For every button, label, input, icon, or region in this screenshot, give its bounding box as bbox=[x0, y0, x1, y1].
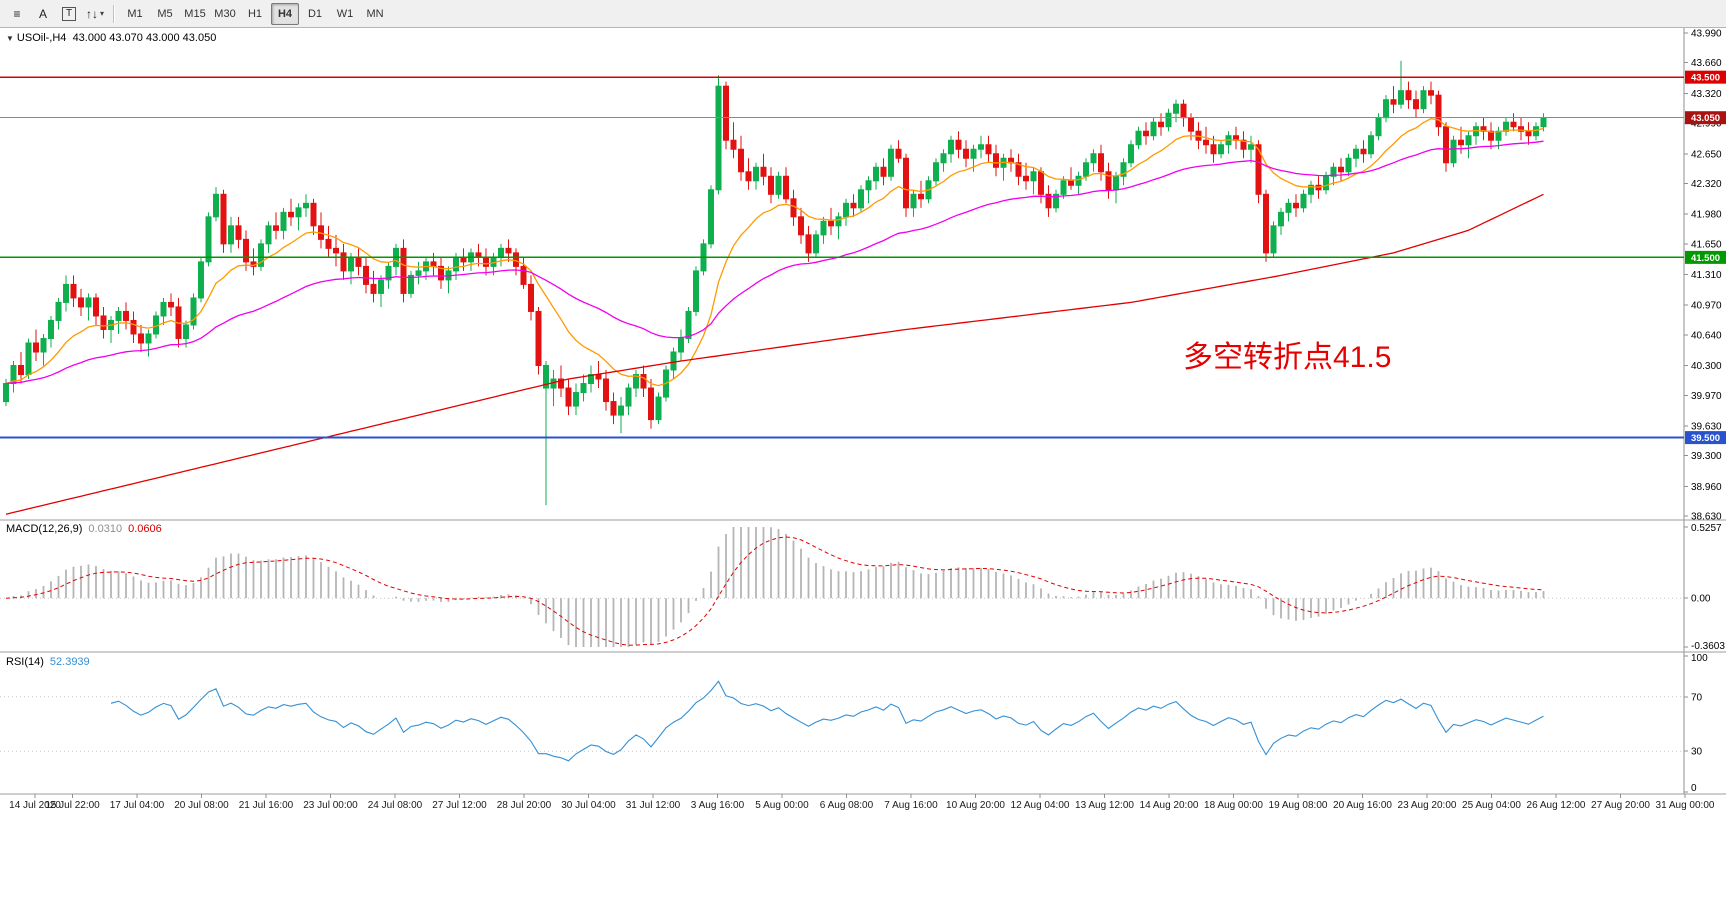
price-badge bbox=[1685, 250, 1726, 264]
svg-text:21 Jul 16:00: 21 Jul 16:00 bbox=[239, 800, 294, 811]
price-badge bbox=[1685, 111, 1726, 125]
svg-text:26 Aug 12:00: 26 Aug 12:00 bbox=[1527, 800, 1586, 811]
svg-text:13 Aug 12:00: 13 Aug 12:00 bbox=[1075, 800, 1134, 811]
svg-text:6 Aug 08:00: 6 Aug 08:00 bbox=[820, 800, 874, 811]
text-label-button[interactable]: A bbox=[31, 3, 55, 25]
chevron-down-icon: ▾ bbox=[99, 9, 104, 18]
svg-text:42.650: 42.650 bbox=[1691, 149, 1722, 160]
price-axis: 43.99043.66043.32042.99042.65042.32041.9… bbox=[1683, 28, 1722, 794]
svg-text:18 Aug 00:00: 18 Aug 00:00 bbox=[1204, 800, 1263, 811]
svg-text:30 Jul 04:00: 30 Jul 04:00 bbox=[561, 800, 616, 811]
svg-text:-0.3603: -0.3603 bbox=[1691, 641, 1725, 652]
svg-text:40.970: 40.970 bbox=[1691, 301, 1722, 312]
svg-text:70: 70 bbox=[1691, 692, 1703, 703]
timeframe-w1-button[interactable]: W1 bbox=[336, 7, 354, 20]
chart-area: 43.99043.66043.32042.99042.65042.32041.9… bbox=[0, 28, 1726, 899]
svg-text:27 Aug 20:00: 27 Aug 20:00 bbox=[1591, 800, 1650, 811]
timeframe-d1-button[interactable]: D1 bbox=[307, 7, 323, 20]
candles-layer bbox=[3, 60, 1547, 506]
svg-text:40.640: 40.640 bbox=[1691, 330, 1722, 341]
toolbar-separator bbox=[113, 4, 115, 23]
timeframe-h4-button[interactable]: H4 bbox=[271, 2, 299, 25]
svg-text:39.630: 39.630 bbox=[1691, 421, 1722, 432]
ma-fast-line bbox=[5, 118, 1544, 387]
rsi-line bbox=[110, 680, 1544, 762]
arrow-tools-button[interactable]: ↑↓ ▾ bbox=[83, 3, 107, 25]
text-box-button[interactable]: T bbox=[57, 3, 81, 25]
objects-list-button[interactable]: ≡ bbox=[5, 3, 29, 25]
rsi-panel: 100 70 30 0 bbox=[0, 653, 1708, 794]
svg-text:30: 30 bbox=[1691, 747, 1703, 758]
svg-text:39.500: 39.500 bbox=[1691, 433, 1720, 444]
svg-text:28 Jul 20:00: 28 Jul 20:00 bbox=[497, 800, 552, 811]
svg-text:40.300: 40.300 bbox=[1691, 361, 1722, 372]
svg-text:19 Aug 08:00: 19 Aug 08:00 bbox=[1269, 800, 1328, 811]
svg-text:100: 100 bbox=[1691, 653, 1708, 664]
svg-text:43.500: 43.500 bbox=[1691, 73, 1720, 84]
moving-averages-layer bbox=[5, 118, 1544, 515]
svg-text:20 Aug 16:00: 20 Aug 16:00 bbox=[1333, 800, 1392, 811]
chart-canvas[interactable]: 43.99043.66043.32042.99042.65042.32041.9… bbox=[0, 28, 1726, 814]
svg-text:42.320: 42.320 bbox=[1691, 179, 1722, 190]
svg-text:41.500: 41.500 bbox=[1691, 253, 1720, 264]
svg-text:20 Jul 08:00: 20 Jul 08:00 bbox=[174, 800, 229, 811]
svg-text:43.990: 43.990 bbox=[1691, 29, 1722, 40]
arrow-tools-icon: ↑↓ bbox=[85, 6, 98, 21]
svg-text:23 Jul 00:00: 23 Jul 00:00 bbox=[303, 800, 358, 811]
hline-objects-layer[interactable] bbox=[0, 76, 1684, 439]
text-box-icon: T bbox=[61, 6, 77, 21]
timeframe-m1-button[interactable]: M1 bbox=[127, 7, 143, 20]
price-badges: 43.500 41.500 39.500 43.050 bbox=[1685, 70, 1726, 445]
svg-text:41.310: 41.310 bbox=[1691, 270, 1722, 281]
svg-text:43.320: 43.320 bbox=[1691, 89, 1722, 100]
timeframe-mn-button[interactable]: MN bbox=[366, 7, 384, 20]
text-label-icon: A bbox=[38, 6, 47, 21]
price-badge bbox=[1685, 431, 1726, 445]
svg-text:43.050: 43.050 bbox=[1691, 113, 1720, 124]
svg-text:5 Aug 00:00: 5 Aug 00:00 bbox=[755, 800, 809, 811]
price-badge bbox=[1685, 70, 1726, 84]
macd-signal-line bbox=[5, 536, 1544, 646]
svg-text:38.630: 38.630 bbox=[1691, 512, 1722, 523]
svg-text:31 Jul 12:00: 31 Jul 12:00 bbox=[626, 800, 681, 811]
svg-text:39.300: 39.300 bbox=[1691, 451, 1722, 462]
svg-text:25 Aug 04:00: 25 Aug 04:00 bbox=[1462, 800, 1521, 811]
svg-text:7 Aug 16:00: 7 Aug 16:00 bbox=[884, 800, 938, 811]
annotation-text[interactable]: 多空转折点41.5 bbox=[1183, 341, 1392, 374]
ma-slow-line bbox=[5, 193, 1544, 515]
drawing-tools-group: ≡ A T ↑↓ ▾ bbox=[4, 3, 108, 25]
objects-list-icon: ≡ bbox=[13, 6, 21, 21]
svg-text:14 Aug 20:00: 14 Aug 20:00 bbox=[1140, 800, 1199, 811]
svg-text:3 Aug 16:00: 3 Aug 16:00 bbox=[691, 800, 745, 811]
svg-text:17 Jul 04:00: 17 Jul 04:00 bbox=[110, 800, 165, 811]
macd-panel: 0.5257 0.00 -0.3603 bbox=[0, 523, 1725, 652]
svg-text:41.980: 41.980 bbox=[1691, 210, 1722, 221]
svg-text:0.00: 0.00 bbox=[1691, 594, 1711, 605]
ma-mid-line bbox=[5, 140, 1544, 385]
svg-text:31 Aug 00:00: 31 Aug 00:00 bbox=[1656, 800, 1715, 811]
timeframe-m15-button[interactable]: M15 bbox=[184, 7, 206, 20]
svg-text:41.650: 41.650 bbox=[1691, 239, 1722, 250]
timeframe-m5-button[interactable]: M5 bbox=[157, 7, 173, 20]
svg-text:27 Jul 12:00: 27 Jul 12:00 bbox=[432, 800, 487, 811]
svg-text:12 Aug 04:00: 12 Aug 04:00 bbox=[1011, 800, 1070, 811]
timeframe-m30-button[interactable]: M30 bbox=[214, 7, 236, 20]
timeframe-group: M1 M5 M15 M30 H1 H4 D1 W1 MN bbox=[120, 2, 390, 25]
macd-histogram bbox=[12, 527, 1545, 647]
svg-text:0.5257: 0.5257 bbox=[1691, 523, 1722, 534]
svg-text:14 Jul 2020: 14 Jul 2020 bbox=[9, 800, 61, 811]
svg-text:24 Jul 08:00: 24 Jul 08:00 bbox=[368, 800, 423, 811]
svg-text:15 Jul 22:00: 15 Jul 22:00 bbox=[45, 800, 100, 811]
timeframe-h1-button[interactable]: H1 bbox=[247, 7, 263, 20]
top-toolbar: ≡ A T ↑↓ ▾ M1 M5 M15 M30 H1 H4 D1 W1 MN bbox=[0, 0, 1726, 28]
svg-text:39.970: 39.970 bbox=[1691, 391, 1722, 402]
svg-text:43.660: 43.660 bbox=[1691, 58, 1722, 69]
svg-text:23 Aug 20:00: 23 Aug 20:00 bbox=[1398, 800, 1457, 811]
svg-text:10 Aug 20:00: 10 Aug 20:00 bbox=[946, 800, 1005, 811]
svg-text:0: 0 bbox=[1691, 783, 1697, 794]
svg-text:38.960: 38.960 bbox=[1691, 482, 1722, 493]
